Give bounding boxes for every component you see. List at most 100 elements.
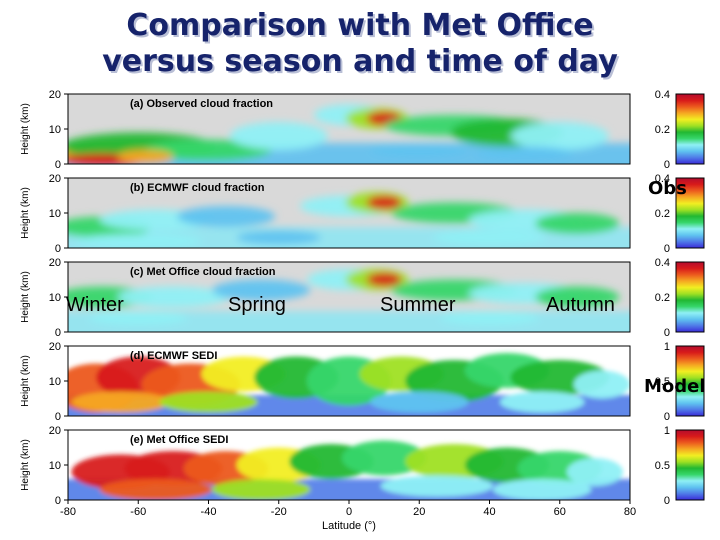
x-tick-label: 80	[624, 506, 636, 518]
colorbar-tick-label: 0.5	[655, 460, 670, 472]
y-axis-label: Height (km)	[20, 187, 31, 239]
y-tick-label: 20	[49, 257, 61, 269]
heatmap-cell	[370, 391, 469, 413]
panel-1: (a) Observed cloud fraction 0 10 20 Height (…	[20, 89, 705, 171]
heatmap-cell	[99, 479, 213, 500]
heatmap-cell	[341, 440, 427, 476]
heatmap-cell	[493, 479, 592, 500]
y-axis-label: Height (km)	[20, 355, 31, 407]
heatmap-field	[68, 440, 630, 500]
heatmap-field	[68, 192, 630, 248]
heatmap-cell	[573, 370, 630, 399]
heatmap-cell	[89, 311, 188, 325]
colorbar	[675, 93, 705, 165]
heatmap-field	[68, 269, 630, 332]
heatmap-cell	[117, 150, 174, 164]
panel-4: (d) ECMWF SEDI 0 10 20 Height (km) 0 0.5 1	[20, 341, 705, 423]
x-axis-label: Latitude (°)	[322, 520, 376, 532]
y-tick-label: 0	[55, 159, 61, 171]
colorbar-tick-label: 0	[664, 411, 670, 423]
heatmap-cell	[535, 213, 620, 234]
panel-3: (c) Met Office cloud fraction 0 10 20 Height…	[20, 257, 705, 339]
y-tick-label: 0	[55, 243, 61, 255]
heatmap-cell	[510, 122, 609, 150]
heatmap-cell	[117, 286, 230, 308]
heatmap-cell	[75, 234, 202, 248]
colorbar-tick-label: 0.4	[655, 89, 670, 101]
colorbar	[675, 429, 705, 501]
y-tick-label: 10	[49, 292, 61, 304]
x-tick-label: -60	[130, 506, 146, 518]
model-label: Model	[644, 376, 706, 397]
x-tick-label: 0	[346, 506, 352, 518]
panel-title: (c) Met Office cloud fraction	[130, 266, 276, 278]
heatmap-cell	[236, 230, 321, 245]
panel-title: (b) ECMWF cloud fraction	[130, 182, 265, 194]
x-tick-label: -80	[60, 506, 76, 518]
colorbar-tick-label: 0.5	[655, 376, 670, 388]
season-label-autumn: Autumn	[546, 294, 615, 316]
y-tick-label: 0	[55, 327, 61, 339]
colorbar-tick-label: 0	[664, 495, 670, 507]
y-tick-label: 20	[49, 89, 61, 101]
heatmap-cell	[71, 391, 170, 413]
heatmap-cell	[366, 272, 402, 287]
y-axis-label: Height (km)	[20, 103, 31, 155]
colorbar-tick-label: 0	[664, 243, 670, 255]
colorbar	[675, 261, 705, 333]
season-label-winter: Winter	[66, 294, 124, 316]
y-tick-label: 0	[55, 495, 61, 507]
colorbar-tick-label: 0	[664, 327, 670, 339]
heatmap-cell	[440, 311, 539, 325]
colorbar-tick-label: 1	[664, 341, 670, 353]
heatmap-cell	[212, 279, 311, 301]
panel-title: (e) Met Office SEDI	[130, 434, 228, 446]
colorbar-tick-label: 0.2	[655, 292, 670, 304]
y-tick-label: 10	[49, 124, 61, 136]
x-tick-label: 60	[554, 506, 566, 518]
heatmap-cell	[500, 391, 585, 413]
colorbar-tick-label: 0.2	[655, 208, 670, 220]
y-tick-label: 10	[49, 376, 61, 388]
heatmap-cell	[380, 475, 494, 497]
colorbar-tick-label: 0.2	[655, 124, 670, 136]
y-tick-label: 20	[49, 173, 61, 185]
heatmap-cell	[366, 195, 402, 210]
y-tick-label: 0	[55, 411, 61, 423]
colorbar-tick-label: 0.4	[655, 257, 670, 269]
heatmap-cell	[433, 230, 546, 245]
heatmap-cell	[566, 458, 623, 486]
heatmap-cell	[535, 286, 620, 308]
heatmap-cell	[370, 143, 469, 157]
x-tick-label: 20	[413, 506, 425, 518]
panel-title: (a) Observed cloud fraction	[130, 98, 273, 110]
heatmap-field	[68, 353, 630, 416]
season-label-spring: Spring	[228, 294, 286, 316]
x-tick-label: -20	[271, 506, 287, 518]
y-tick-label: 20	[49, 425, 61, 437]
colorbar-tick-label: 1	[664, 425, 670, 437]
heatmap-cell	[145, 139, 272, 161]
heatmap-field	[68, 104, 630, 164]
heatmap-cell	[475, 146, 574, 161]
y-tick-label: 10	[49, 460, 61, 472]
season-label-summer: Summer	[380, 294, 456, 316]
colorbar	[675, 177, 705, 249]
heatmap-cell	[229, 122, 328, 150]
panel-2: (b) ECMWF cloud fraction 0 10 20 Height (km)…	[20, 173, 705, 255]
heatmap-cell	[176, 206, 276, 227]
heatmap-cell	[212, 479, 311, 500]
slide-title: Comparison with Met Office versus season…	[0, 8, 720, 80]
x-tick-label: 40	[483, 506, 495, 518]
heatmap-cell	[159, 391, 258, 413]
obs-label: Obs	[648, 178, 687, 199]
x-tick-label: -40	[201, 506, 217, 518]
colorbar	[675, 345, 705, 417]
y-tick-label: 10	[49, 208, 61, 220]
panel-title: (d) ECMWF SEDI	[130, 350, 217, 362]
y-axis-label: Height (km)	[20, 271, 31, 323]
colorbar-tick-label: 0	[664, 159, 670, 171]
title-line-2: versus season and time of day	[102, 44, 618, 79]
